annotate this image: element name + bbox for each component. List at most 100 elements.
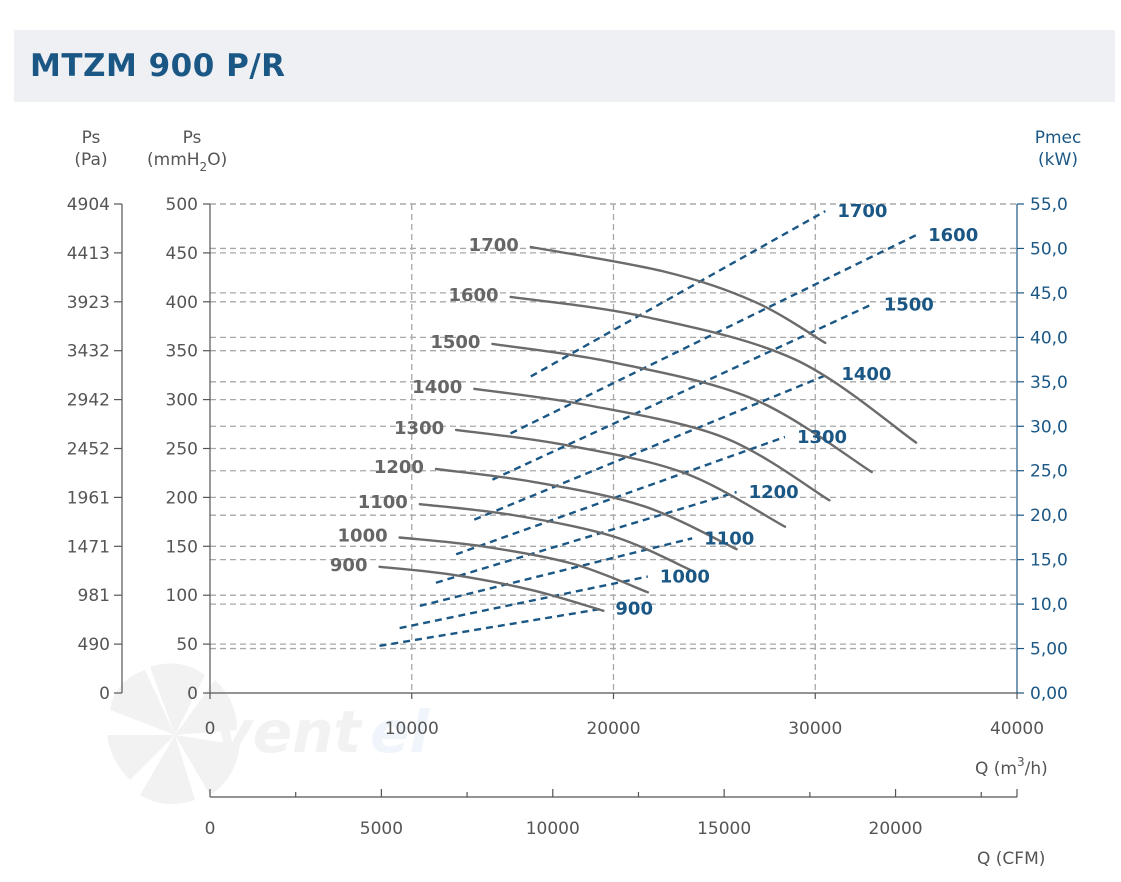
power-line-1200	[435, 490, 737, 584]
pmec-tick-label: 5,00	[1030, 640, 1068, 660]
chart-grid	[210, 203, 1017, 693]
svg-text:vent: vent	[215, 698, 363, 766]
power-line-900	[379, 607, 604, 648]
power-line-1000	[399, 575, 649, 630]
q-m3h-b: /h)	[1025, 759, 1048, 779]
power-label-1500: 1500	[884, 294, 934, 315]
ps-mm-unit-a: (mmH	[147, 150, 200, 170]
q-m3h-tick-label: 40000	[990, 719, 1044, 739]
ps-pa-tick-label: 3923	[67, 293, 110, 313]
ps-pa-tick-label: 1961	[67, 488, 110, 508]
pmec-tick-label: 20,0	[1030, 506, 1068, 526]
ps-pa-tick-label: 3432	[67, 342, 110, 362]
power-line-1600	[510, 234, 917, 435]
q-cfm-axis-title: Q (CFM)	[977, 849, 1045, 869]
ps-mm-tick-label: 350	[166, 342, 198, 362]
pressure-curve-1000	[398, 536, 649, 594]
power-line-1700	[530, 210, 826, 378]
pressure-label-1300: 1300	[394, 418, 444, 439]
chart-axes	[114, 203, 1024, 798]
pmec-tick-label: 40,0	[1030, 328, 1068, 348]
ps-mm-unit-b: O)	[207, 150, 227, 170]
q-cfm-tick-label: 10000	[526, 819, 580, 839]
power-label-1300: 1300	[797, 427, 847, 448]
q-m3h-tick-label: 10000	[385, 719, 439, 739]
q-m3h-a: Q (m	[975, 759, 1017, 779]
pmec-tick-label: 30,0	[1030, 417, 1068, 437]
ps-pa-axis-title: Ps	[82, 128, 101, 148]
ps-pa-tick-label: 981	[78, 586, 110, 606]
q-m3h-tick-label: 30000	[788, 719, 842, 739]
ps-mm-tick-label: 300	[166, 391, 198, 411]
q-cfm-tick-label: 15000	[697, 819, 751, 839]
pressure-label-1600: 1600	[448, 285, 498, 306]
ps-mm-tick-label: 0	[187, 684, 198, 704]
ps-mm-tick-label: 200	[166, 488, 198, 508]
watermark-logo: vent el	[107, 663, 430, 804]
power-line-1300	[455, 435, 786, 556]
power-label-1100: 1100	[704, 528, 754, 549]
q-cfm-tick-label: 0	[205, 819, 216, 839]
q-m3h-tick-label: 0	[205, 719, 216, 739]
pmec-tick-label: 50,0	[1030, 239, 1068, 259]
q-m3h-axis-title: Q (m3/h)	[975, 755, 1048, 779]
pmec-axis-title: Pmec	[1035, 128, 1082, 148]
ps-pa-tick-label: 2452	[67, 440, 110, 460]
pmec-axis-unit: (kW)	[1038, 150, 1078, 170]
pressure-curve-1500	[491, 342, 873, 474]
ps-mm-tick-label: 500	[166, 195, 198, 215]
pressure-label-1400: 1400	[412, 377, 462, 398]
ps-pa-tick-label: 0	[99, 684, 110, 704]
ps-mm-tick-label: 250	[166, 440, 198, 460]
ps-mm-tick-label: 100	[166, 586, 198, 606]
q-m3h-tick-label: 20000	[586, 719, 640, 739]
pmec-tick-label: 35,0	[1030, 373, 1068, 393]
power-label-1000: 1000	[660, 567, 710, 588]
power-label-1600: 1600	[928, 225, 978, 246]
pressure-curve-1700	[529, 245, 827, 345]
pmec-tick-label: 15,0	[1030, 551, 1068, 571]
pressure-label-1200: 1200	[374, 457, 424, 478]
ps-pa-tick-label: 4904	[67, 195, 110, 215]
power-label-1200: 1200	[749, 482, 799, 503]
pressure-label-1000: 1000	[338, 525, 388, 546]
pressure-label-1100: 1100	[358, 492, 408, 513]
page-title: MTZM 900 P/R	[30, 48, 286, 84]
pressure-curve-1100	[418, 503, 694, 572]
ps-pa-tick-label: 4413	[67, 244, 110, 264]
ps-mm-tick-label: 450	[166, 244, 198, 264]
q-cfm-tick-label: 20000	[869, 819, 923, 839]
title-bar: MTZM 900 P/R	[14, 30, 1115, 102]
pmec-tick-label: 45,0	[1030, 284, 1068, 304]
pressure-curve-900	[378, 565, 605, 612]
pmec-tick-label: 0,00	[1030, 684, 1068, 704]
pressure-curve-1600	[509, 295, 918, 444]
pressure-label-1700: 1700	[469, 235, 519, 256]
pmec-tick-label: 55,0	[1030, 195, 1068, 215]
svg-text:el: el	[370, 698, 430, 766]
ps-mm-tick-label: 150	[166, 537, 198, 557]
power-line-1400	[473, 372, 830, 521]
q-m3h-sup: 3	[1017, 755, 1025, 769]
tick-labels: 0050490100981150147120019612502452300294…	[67, 195, 1068, 839]
pmec-tick-label: 10,0	[1030, 595, 1068, 615]
ps-mm-axis-title: Ps	[183, 128, 202, 148]
q-cfm-tick-label: 5000	[360, 819, 403, 839]
ps-mm-unit-sub: 2	[200, 160, 208, 174]
pressure-curves	[378, 245, 918, 612]
series-labels: 900 1000 1100 1200 1300 1400 1500 1600 1700 900 10…	[330, 201, 978, 619]
pressure-label-900: 900	[330, 555, 368, 576]
power-label-900: 900	[615, 599, 653, 620]
ps-mm-tick-label: 50	[176, 635, 198, 655]
pmec-tick-label: 25,0	[1030, 462, 1068, 482]
ps-pa-tick-label: 490	[78, 635, 110, 655]
power-label-1400: 1400	[841, 364, 891, 385]
ps-pa-axis-unit: (Pa)	[74, 150, 107, 170]
ps-pa-tick-label: 2942	[67, 391, 110, 411]
pressure-curve-1300	[454, 428, 787, 528]
ps-pa-tick-label: 1471	[67, 537, 110, 557]
pressure-label-1500: 1500	[430, 332, 480, 353]
power-line-1500	[491, 303, 873, 481]
power-label-1700: 1700	[837, 201, 887, 222]
